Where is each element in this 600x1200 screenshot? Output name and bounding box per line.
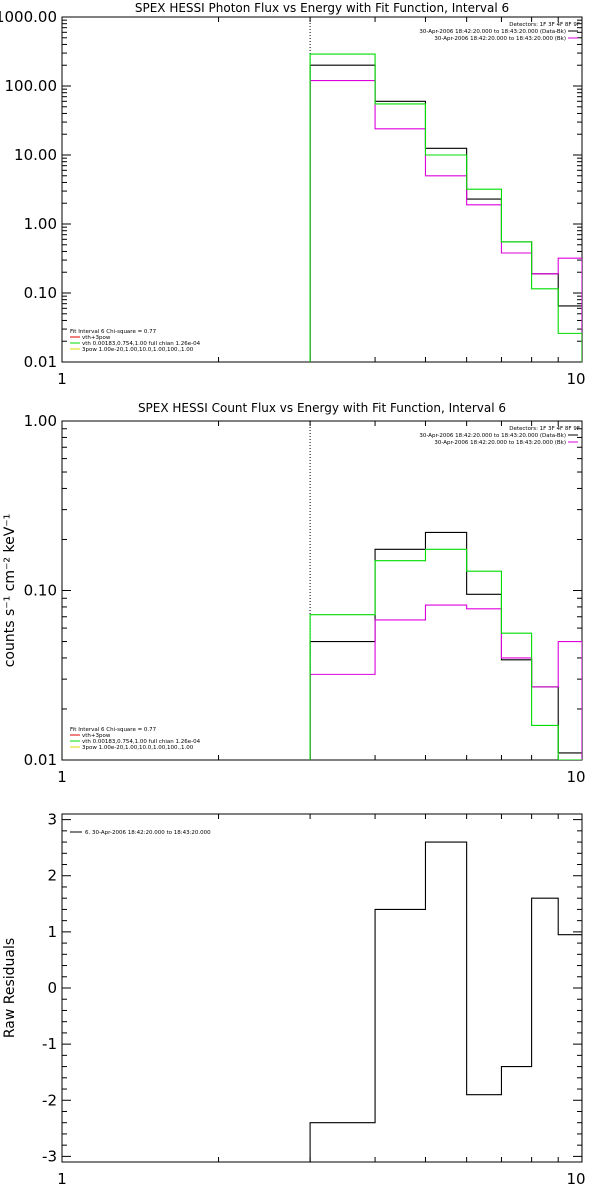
legend-entry-label: 30-Apr-2006 18:42:20.000 to 18:43:20.000… — [434, 440, 566, 446]
fit-legend-header: Fit Interval 6 Chi-square = 0.77 — [70, 727, 157, 733]
y-tick-label: 1.00 — [24, 412, 57, 430]
fit-legend-entry: vth 0.00183,0.754,1.00 full chian 1.26e-… — [82, 341, 201, 347]
chart-title: SPEX HESSI Photon Flux vs Energy with Fi… — [135, 1, 509, 15]
y-tick-label: 0.10 — [24, 284, 57, 302]
y-axis-label: counts s⁻¹ cm⁻² keV⁻¹ — [2, 514, 18, 668]
y-tick-label: 3 — [47, 811, 57, 829]
fit-legend-entry: vth+3pow — [82, 733, 111, 739]
fit-legend-entry: vth+3pow — [82, 335, 111, 341]
fit-legend-entry: 3pow 1.00e-20,1.00,10.0,1.00,100.,1.00 — [82, 347, 194, 353]
legend-entry-label: 30-Apr-2006 18:42:20.000 to 18:43:20.000… — [419, 29, 566, 35]
y-tick-label: 2 — [47, 867, 57, 885]
plot-frame — [61, 420, 583, 761]
y-tick-label: 1.00 — [24, 215, 57, 233]
series-3-step-line — [309, 604, 582, 760]
y-tick-label: 0.10 — [24, 582, 57, 600]
y-tick-label: -1 — [42, 1035, 57, 1053]
series-1-step-line — [309, 64, 582, 362]
y-tick-label: 1000.00 — [0, 8, 57, 26]
legend-detectors: Detectors: 1F 3F 4F 8F 9F — [509, 22, 580, 28]
chart-panel-2: SPEX HESSI Count Flux vs Energy with Fit… — [2, 401, 586, 786]
x-tick-label: 10 — [566, 1170, 585, 1188]
y-tick-label: -3 — [42, 1147, 57, 1165]
legend-entry-label: 30-Apr-2006 18:42:20.000 to 18:43:20.000… — [434, 36, 566, 42]
series-3-step-line — [309, 79, 582, 362]
y-axis-label: Raw Residuals — [2, 938, 18, 1038]
x-tick-label: 1 — [57, 370, 67, 388]
y-tick-label: 0.01 — [24, 353, 57, 371]
plot-frame — [61, 16, 583, 363]
y-tick-label: 100.00 — [5, 77, 58, 95]
x-tick-label: 10 — [566, 370, 585, 388]
y-tick-label: 0 — [47, 979, 57, 997]
fit-legend-header: Fit Interval 6 Chi-square = 0.77 — [70, 329, 157, 335]
series-1-step-line — [309, 841, 582, 1162]
series-2-step-line — [309, 53, 582, 362]
y-tick-label: 10.00 — [14, 146, 57, 164]
chart-title: SPEX HESSI Count Flux vs Energy with Fit… — [138, 401, 506, 415]
fit-legend-entry: 3pow 1.00e-20,1.00,10.0,1.00,100.,1.00 — [82, 745, 194, 751]
x-tick-label: 1 — [57, 768, 67, 786]
plot-frame — [61, 813, 583, 1163]
x-tick-label: 1 — [57, 1170, 67, 1188]
y-tick-label: 1 — [47, 923, 57, 941]
x-tick-label: 10 — [566, 768, 585, 786]
legend-entry-label: 6. 30-Apr-2006 18:42:20.000 to 18:43:20.… — [85, 830, 211, 836]
legend-detectors: Detectors: 1F 3F 4F 8F 9F — [509, 426, 580, 432]
series-2-step-line — [309, 548, 582, 760]
chart-panel-1: SPEX HESSI Photon Flux vs Energy with Fi… — [0, 1, 586, 388]
y-tick-label: -2 — [42, 1091, 57, 1109]
y-tick-label: 0.01 — [24, 751, 57, 769]
fit-legend-entry: vth 0.00183,0.754,1.00 full chian 1.26e-… — [82, 739, 201, 745]
legend-entry-label: 30-Apr-2006 18:42:20.000 to 18:43:20.000… — [419, 433, 566, 439]
